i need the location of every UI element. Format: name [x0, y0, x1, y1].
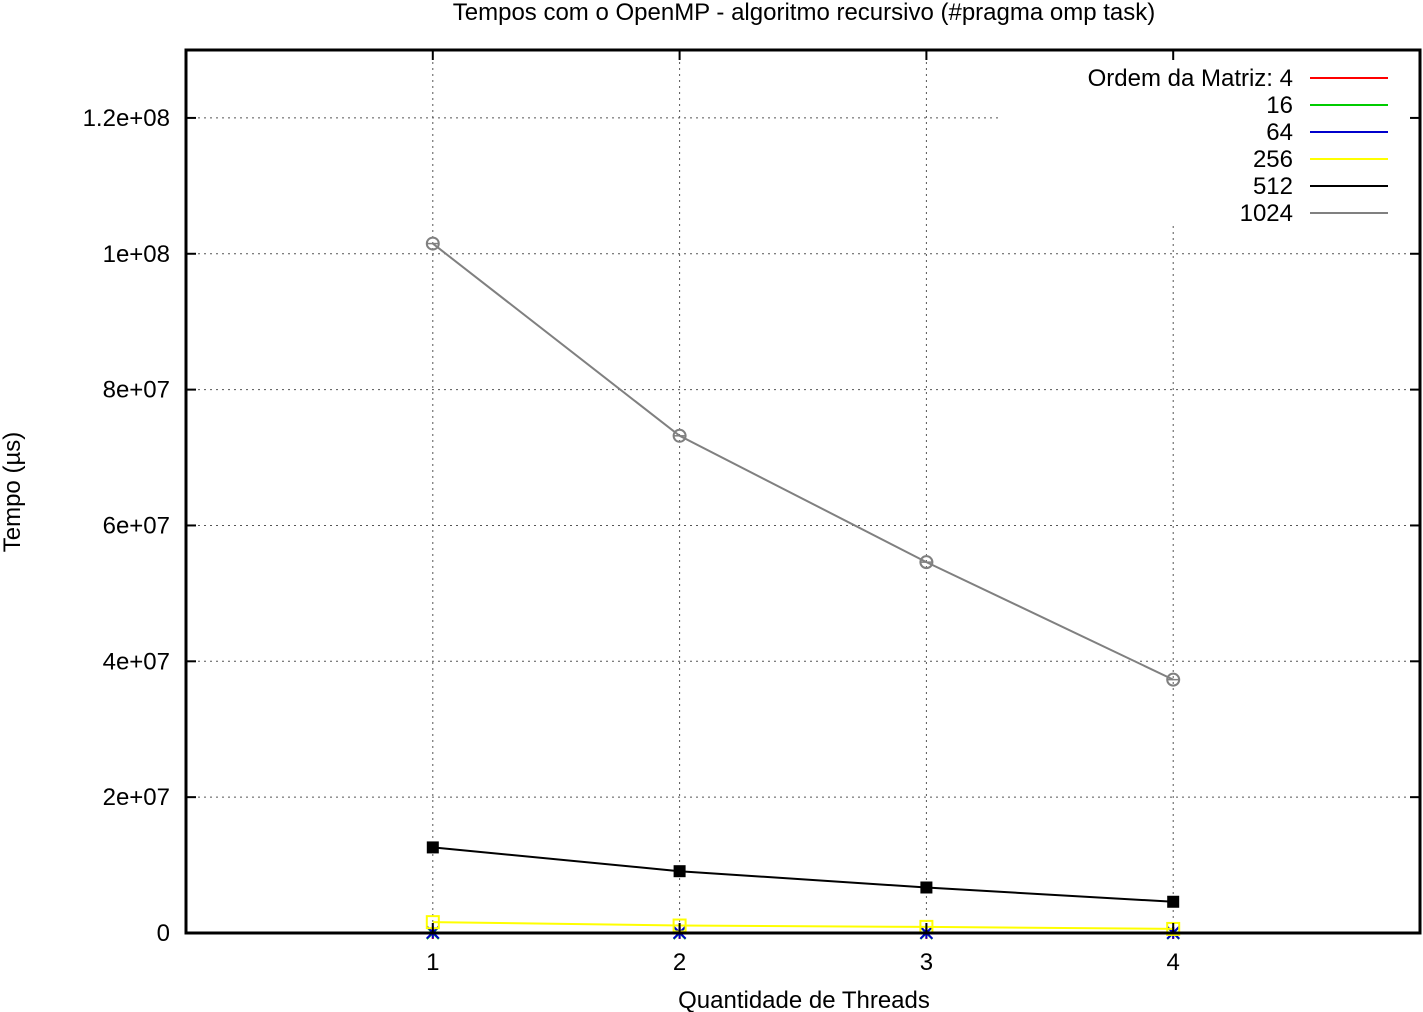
- legend-label: 512: [1253, 173, 1293, 200]
- legend-label: 1024: [1240, 200, 1293, 227]
- x-tick-label: 2: [673, 949, 686, 976]
- legend-entry: 16: [1266, 92, 1388, 119]
- data-point: [426, 841, 439, 854]
- legend-entry: 256: [1253, 146, 1388, 173]
- y-tick-label: 1.2e+08: [83, 105, 170, 132]
- series-line: [432, 242, 1174, 681]
- y-tick-label: 1e+08: [103, 241, 170, 268]
- y-tick-label: 2e+07: [103, 784, 170, 811]
- y-tick-label: 4e+07: [103, 648, 170, 675]
- series-6: [425, 236, 1181, 687]
- x-tick-label: 4: [1167, 949, 1180, 976]
- y-tick-label: 0: [157, 920, 170, 947]
- plot-frame: [184, 48, 1422, 935]
- series-5: [426, 841, 1180, 908]
- legend-label: 64: [1266, 119, 1293, 146]
- chart-title: Tempos com o OpenMP - algoritmo recursiv…: [453, 0, 1155, 26]
- legend-entry: 1024: [1240, 200, 1388, 227]
- legend-entry: Ordem da Matriz: 4: [1088, 65, 1388, 92]
- x-tick-label: 3: [920, 949, 933, 976]
- data-point: [1167, 895, 1180, 908]
- x-axis-title: Quantidade de Threads: [678, 987, 930, 1012]
- series-layer: [425, 236, 1181, 940]
- y-tick-label: 8e+07: [103, 377, 170, 404]
- series-line: [432, 921, 1174, 930]
- y-tick-label: 6e+07: [103, 512, 170, 539]
- series-line: [432, 846, 1174, 903]
- legend-label: 16: [1266, 92, 1293, 119]
- data-point: [673, 865, 686, 878]
- grid-lines: [186, 50, 1420, 933]
- legend-entry: 64: [1266, 119, 1388, 146]
- legend-label: Ordem da Matriz: 4: [1088, 65, 1293, 92]
- y-axis-title: Tempo (µs): [0, 432, 26, 553]
- axis-ticks: 0 2e+07 4e+07 6e+07 8e+07 1e+08 1.2e+08 1 2 3 4: [83, 50, 1420, 976]
- data-point: [920, 881, 933, 894]
- data-point: [1166, 921, 1181, 936]
- legend-entry: 512: [1253, 173, 1388, 200]
- legend-label: 256: [1253, 146, 1293, 173]
- x-tick-label: 1: [426, 949, 439, 976]
